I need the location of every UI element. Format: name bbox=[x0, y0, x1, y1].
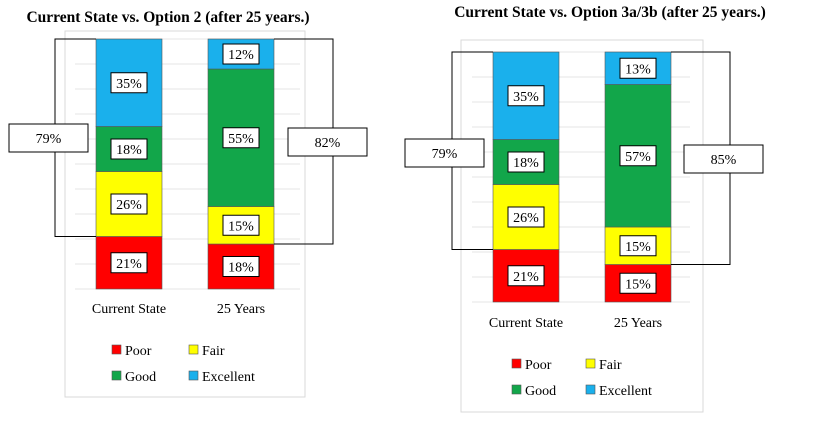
legend-swatch-fair bbox=[188, 344, 199, 355]
annotation-label: 79% bbox=[432, 147, 458, 162]
legend-swatch-excellent bbox=[188, 370, 199, 381]
annotation-label: 85% bbox=[711, 153, 737, 168]
data-label: 12% bbox=[228, 48, 254, 63]
data-label-box bbox=[507, 151, 545, 173]
chart-2: Current State vs. Option 3a/3b (after 25… bbox=[404, 4, 766, 413]
category-label: 25 Years bbox=[217, 302, 265, 317]
legend-label: Good bbox=[125, 370, 156, 385]
data-label-box bbox=[619, 57, 657, 79]
data-label: 15% bbox=[625, 240, 651, 255]
annotation-box bbox=[404, 138, 485, 168]
data-label: 57% bbox=[625, 150, 651, 165]
legend-label: Fair bbox=[599, 358, 622, 373]
data-label-box bbox=[619, 235, 657, 257]
annotation-box bbox=[683, 144, 764, 174]
data-label-box bbox=[222, 256, 260, 277]
legend-label: Poor bbox=[125, 344, 152, 359]
chart-title: Current State vs. Option 2 (after 25 yea… bbox=[26, 9, 309, 26]
annotation-label: 82% bbox=[315, 136, 341, 151]
legend-label: Excellent bbox=[599, 384, 652, 399]
data-label-box bbox=[110, 193, 148, 215]
category-label: Current State bbox=[92, 302, 166, 317]
data-label-box bbox=[619, 272, 657, 294]
legend-label: Excellent bbox=[202, 370, 255, 385]
annotation-box bbox=[8, 123, 89, 153]
data-label-box bbox=[110, 252, 148, 274]
legend-swatch-excellent bbox=[585, 384, 596, 395]
category-label: 25 Years bbox=[614, 316, 662, 331]
data-label-box bbox=[110, 72, 148, 94]
data-label: 15% bbox=[625, 277, 651, 292]
data-label-box bbox=[222, 214, 260, 236]
legend-swatch-poor bbox=[511, 358, 522, 369]
data-label: 35% bbox=[513, 90, 539, 105]
plot-area bbox=[64, 30, 306, 398]
legend-swatch-fair bbox=[585, 358, 596, 369]
data-label: 13% bbox=[625, 62, 651, 77]
data-label-box bbox=[507, 265, 545, 287]
data-label: 26% bbox=[116, 198, 142, 213]
data-label: 18% bbox=[228, 261, 254, 276]
legend-swatch-good bbox=[511, 384, 522, 395]
data-label-box bbox=[222, 43, 260, 65]
data-label-box bbox=[507, 85, 545, 107]
data-label-box bbox=[619, 145, 657, 167]
data-label: 15% bbox=[228, 219, 254, 234]
annotation-box bbox=[287, 127, 368, 157]
legend-label: Good bbox=[525, 384, 556, 399]
plot-area bbox=[460, 39, 704, 413]
data-label: 35% bbox=[116, 77, 142, 92]
data-label: 55% bbox=[228, 132, 254, 147]
category-label: Current State bbox=[489, 316, 563, 331]
data-label: 21% bbox=[513, 270, 539, 285]
chart-1: Current State vs. Option 2 (after 25 yea… bbox=[8, 9, 368, 398]
data-label: 21% bbox=[116, 257, 142, 272]
legend-label: Poor bbox=[525, 358, 552, 373]
legend-swatch-good bbox=[111, 370, 122, 381]
data-label: 18% bbox=[513, 156, 539, 171]
data-label-box bbox=[507, 206, 545, 228]
data-label-box bbox=[222, 127, 260, 149]
legend-swatch-poor bbox=[111, 344, 122, 355]
data-label: 26% bbox=[513, 211, 539, 226]
data-label-box bbox=[110, 138, 148, 160]
legend-label: Fair bbox=[202, 344, 225, 359]
data-label: 18% bbox=[116, 143, 142, 158]
chart-title: Current State vs. Option 3a/3b (after 25… bbox=[454, 4, 766, 21]
annotation-label: 79% bbox=[36, 132, 62, 147]
